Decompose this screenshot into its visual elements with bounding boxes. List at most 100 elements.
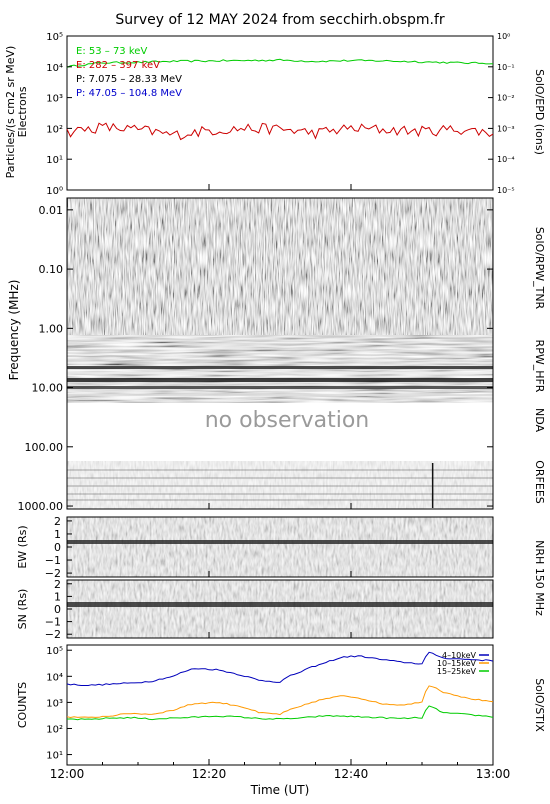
stix-ticks: 10¹ 10² 10³ 10⁴ 10⁵ bbox=[46, 646, 72, 762]
nrh-sn-tick-label: −2 bbox=[45, 628, 61, 641]
epd-series bbox=[66, 58, 494, 141]
nrh-sn-ylabel: SN (Rs) bbox=[16, 589, 29, 630]
hfr-band bbox=[67, 394, 493, 396]
nrh-sn-tick-label: −1 bbox=[45, 616, 61, 629]
epd-right-tick-label: 10⁻³ bbox=[497, 124, 515, 133]
epd-right-ticks: 10⁻⁵ 10⁻⁴ 10⁻³ 10⁻² 10⁻¹ 10⁰ bbox=[488, 32, 515, 195]
nrh-ew-ylabel: EW (Rs) bbox=[16, 525, 29, 568]
epd-right-tick-label: 10⁻⁵ bbox=[497, 186, 515, 195]
nrh-ew-image bbox=[67, 517, 493, 577]
hfr-band bbox=[67, 378, 493, 382]
nda-label: NDA bbox=[533, 408, 546, 433]
nrh-right-label: NRH 150 MHz bbox=[533, 540, 546, 616]
radio-tick-label: 1000.00 bbox=[18, 500, 64, 513]
epd-left-ticks: 10⁰ 10¹ 10² 10³ 10⁴ 10⁵ bbox=[46, 32, 72, 197]
epd-left-tick-label: 10⁰ bbox=[46, 186, 63, 197]
hfr-bands bbox=[67, 366, 493, 396]
radio-ylabel: Frequency (MHz) bbox=[7, 280, 21, 381]
orfees-lines bbox=[67, 463, 493, 508]
epd-ylabel-particles: Particles/(s cm2 sr MeV) bbox=[4, 46, 17, 179]
epd-right-tick-label: 10⁻⁴ bbox=[497, 155, 515, 164]
tnr-spectrogram bbox=[67, 198, 493, 335]
hfr-label: RPW_HFR bbox=[533, 340, 546, 393]
epd-left-tick-label: 10³ bbox=[46, 94, 63, 105]
stix-tick-label: 10⁵ bbox=[46, 646, 63, 657]
nrh-ew-ticks: 210−1−2 bbox=[45, 515, 72, 580]
radio-tick-label: 0.01 bbox=[39, 204, 64, 217]
nrh-ew-tick-label: −1 bbox=[45, 554, 61, 567]
time-tick-label: 13:00 bbox=[476, 767, 511, 781]
nrh-sn-panel: 210−1−2 SN (Rs) bbox=[16, 578, 494, 641]
epd-legend-entry: P: 47.05 – 104.8 MeV bbox=[76, 88, 182, 99]
radio-spectrum-panel: no observation 0.01 0.10 1.00 10.00 100.00 10… bbox=[7, 197, 546, 513]
nrh-ew-tick-label: −2 bbox=[45, 567, 61, 580]
stix-legend-entry: 15–25keV bbox=[437, 667, 477, 676]
figure-title: Survey of 12 MAY 2024 from secchirh.obsp… bbox=[115, 12, 445, 28]
stix-tick-label: 10⁴ bbox=[46, 672, 63, 683]
stix-series-line bbox=[66, 651, 494, 686]
nrh-sn-tick-label: 1 bbox=[54, 590, 61, 603]
epd-left-tick-label: 10⁴ bbox=[46, 63, 63, 74]
stix-series-line bbox=[66, 705, 494, 721]
epd-right-tick-label: 10⁻¹ bbox=[497, 63, 515, 72]
no-observation-text: no observation bbox=[205, 408, 370, 433]
nrh-sn-ridge bbox=[67, 602, 493, 607]
nrh-sn-tick-label: 2 bbox=[54, 578, 61, 591]
epd-left-tick-label: 10¹ bbox=[46, 155, 63, 166]
radio-tick-label: 100.00 bbox=[25, 441, 64, 454]
nrh-sn-ticks: 210−1−2 bbox=[45, 578, 72, 641]
orfees-spectrogram bbox=[67, 461, 493, 509]
epd-left-tick-label: 10² bbox=[46, 124, 63, 135]
nrh-sn-image bbox=[67, 580, 493, 638]
radio-tick-label: 1.00 bbox=[39, 322, 64, 335]
epd-frame bbox=[66, 35, 494, 191]
nda-blank bbox=[67, 403, 493, 461]
nrh-ew-tick-label: 1 bbox=[54, 528, 61, 541]
stix-legend-entry: 4–10keV bbox=[442, 651, 477, 660]
stix-tick-label: 10³ bbox=[46, 698, 63, 709]
epd-right-label: SolO/EPD (ions) bbox=[533, 69, 546, 155]
epd-right-tick-label: 10⁻² bbox=[497, 94, 515, 103]
tnr-label: SolO/RPW_TNR bbox=[533, 227, 546, 310]
radio-tick-label: 0.10 bbox=[39, 263, 64, 276]
stix-series bbox=[66, 651, 494, 721]
time-tick-label: 12:40 bbox=[334, 767, 369, 781]
nrh-ew-tick-label: 0 bbox=[54, 541, 61, 554]
nrh-ew-panel: 210−1−2 EW (Rs) bbox=[16, 515, 494, 580]
epd-left-tick-label: 10⁵ bbox=[46, 32, 63, 43]
epd-ylabel-electrons: Electrons bbox=[16, 86, 29, 137]
stix-right-label: SolO/STIX bbox=[533, 678, 546, 732]
epd-series-line bbox=[66, 58, 494, 68]
radio-tick-label: 10.00 bbox=[32, 382, 64, 395]
hfr-band bbox=[67, 386, 493, 389]
epd-legend-entry: E: 53 – 73 keV bbox=[76, 46, 147, 57]
epd-right-tick-label: 10⁰ bbox=[497, 32, 510, 41]
stix-series-line bbox=[66, 685, 494, 719]
stix-tick-label: 10¹ bbox=[46, 751, 63, 762]
stix-ylabel: COUNTS bbox=[16, 682, 29, 728]
epd-legend: E: 53 – 73 keV E: 282 – 397 keV P: 7.075 –… bbox=[76, 46, 182, 99]
nrh-sn-tick-label: 0 bbox=[54, 603, 61, 616]
nrh-ew-ridge bbox=[67, 540, 493, 544]
time-axis: 12:00 12:20 12:40 13:00 bbox=[50, 184, 511, 781]
stix-frame bbox=[66, 644, 494, 766]
hfr-band bbox=[67, 372, 493, 374]
epd-legend-entry: E: 282 – 397 keV bbox=[76, 60, 160, 71]
time-tick-label: 12:00 bbox=[50, 767, 85, 781]
hfr-band bbox=[67, 366, 493, 369]
orfees-label: ORFEES bbox=[533, 460, 546, 504]
stix-tick-label: 10² bbox=[46, 724, 63, 735]
stix-legend-entry: 10–15keV bbox=[437, 659, 477, 668]
time-axis-label: Time (UT) bbox=[250, 783, 310, 797]
radio-frame bbox=[66, 197, 494, 510]
nrh-ew-tick-label: 2 bbox=[54, 515, 61, 528]
radio-frequency-ticks: 0.01 0.10 1.00 10.00 100.00 1000.00 bbox=[18, 204, 493, 513]
time-tick-label: 12:20 bbox=[192, 767, 227, 781]
epd-series-line bbox=[66, 122, 494, 141]
epd-legend-entry: P: 7.075 – 28.33 MeV bbox=[76, 74, 182, 85]
